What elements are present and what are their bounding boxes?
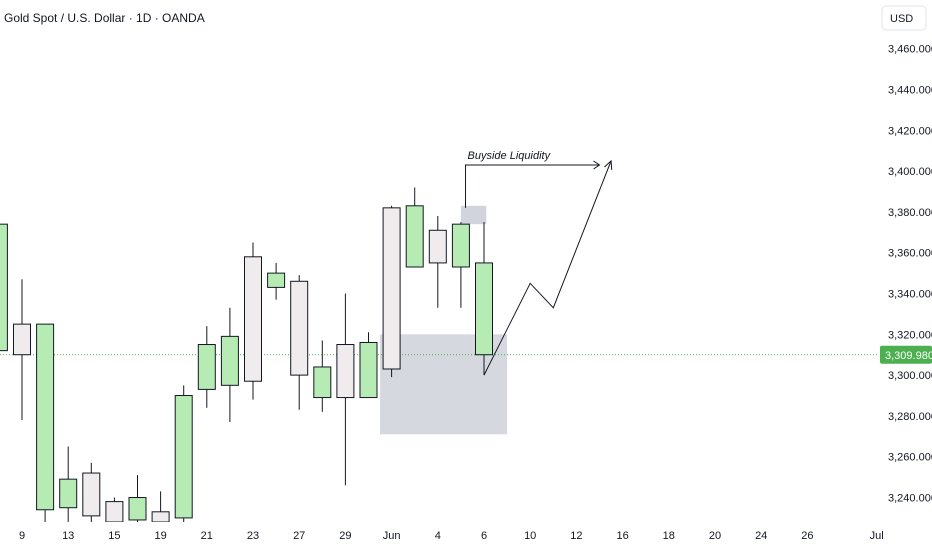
price-tick-label: 3,380.000: [888, 207, 932, 219]
time-tick-label: Jul: [870, 530, 884, 542]
last-price-tag[interactable]: 3,309.980: [880, 345, 932, 364]
candle-body: [451, 223, 470, 268]
price-tick-label: 3,240.000: [888, 493, 932, 505]
time-tick-label: 20: [709, 530, 721, 542]
time-tick-label: 27: [293, 530, 305, 542]
currency-button[interactable]: USD: [881, 5, 927, 31]
candle[interactable]: [59, 446, 78, 522]
time-tick-label: 21: [201, 530, 213, 542]
candles-layer: [0, 143, 493, 522]
candle-body: [128, 497, 147, 521]
candle[interactable]: [0, 143, 8, 376]
time-tick-label: 19: [154, 530, 166, 542]
last-price-tag-bg: [880, 345, 932, 364]
candle[interactable]: [13, 279, 31, 420]
candle-body: [0, 223, 8, 352]
projection-arrowhead: [604, 159, 613, 170]
price-tick-label: 3,280.000: [888, 411, 932, 423]
time-tick-label: 23: [247, 530, 259, 542]
candle-body: [13, 323, 31, 356]
price-tick-label: 3,300.000: [888, 370, 932, 382]
candle[interactable]: [359, 332, 378, 399]
candle-body: [428, 229, 447, 264]
candle-body: [151, 511, 170, 522]
price-axis[interactable]: 3,240.000 3,260.000 3,280.000 3,300.000 3,32…: [880, 44, 932, 505]
candle[interactable]: [105, 497, 124, 522]
candle[interactable]: [267, 262, 286, 300]
candle-body: [59, 478, 78, 509]
price-tick-label: 3,320.000: [888, 329, 932, 341]
candle-body: [197, 344, 216, 390]
price-tick-label: 3,460.000: [888, 44, 932, 56]
candle-body: [336, 344, 355, 399]
time-tick-label: 6: [481, 530, 487, 542]
time-tick-label: 24: [755, 530, 767, 542]
time-axis[interactable]: 9 13 15 19 21 23 27 29 Jun 4 6 10 12 16 18 20 24 26 Jul: [19, 530, 884, 542]
price-tick-label: 3,340.000: [888, 289, 932, 301]
price-tick-label: 3,360.000: [888, 248, 932, 260]
candle-body: [36, 323, 55, 511]
time-tick-label: 9: [19, 530, 25, 542]
liquidity-arrowhead: [593, 160, 601, 170]
projection-path[interactable]: [483, 160, 612, 376]
candle-body: [105, 501, 124, 522]
time-tick-label: 15: [108, 530, 120, 542]
liquidity-highlight-box[interactable]: [460, 205, 487, 225]
candle-body: [220, 335, 239, 386]
candle[interactable]: [428, 216, 447, 308]
candle[interactable]: [244, 242, 262, 400]
candle[interactable]: [220, 307, 239, 423]
candle[interactable]: [336, 293, 355, 486]
currency-button-frame[interactable]: [881, 5, 927, 31]
candle[interactable]: [313, 340, 332, 412]
liquidity-line[interactable]: [465, 164, 600, 208]
time-tick-label: 26: [801, 530, 813, 542]
time-tick-label: 18: [663, 530, 675, 542]
candle[interactable]: [151, 491, 170, 522]
price-tick-label: 3,260.000: [888, 452, 932, 464]
price-tick-label: 3,400.000: [888, 166, 932, 178]
candle[interactable]: [82, 462, 101, 522]
candle[interactable]: [475, 222, 493, 376]
last-price-label: 3,309.980: [885, 350, 932, 362]
time-tick-label: 12: [570, 530, 582, 542]
price-tick-label: 3,440.000: [888, 85, 932, 97]
candle[interactable]: [451, 222, 470, 308]
currency-label: USD: [890, 13, 913, 25]
price-tick-label: 3,420.000: [888, 125, 932, 137]
time-tick-label: 13: [62, 530, 74, 542]
annotation-layer-front: Buyside Liquidity: [465, 150, 613, 376]
candle[interactable]: [174, 385, 193, 522]
candle-body: [382, 207, 401, 370]
time-tick-label: Jun: [383, 530, 401, 542]
candle[interactable]: [36, 323, 55, 522]
candle-body: [82, 472, 101, 517]
candle[interactable]: [197, 326, 216, 408]
candle[interactable]: [128, 475, 147, 522]
time-tick-label: 29: [339, 530, 351, 542]
candle-body: [475, 262, 493, 356]
chart-title: Gold Spot / U.S. Dollar · 1D · OANDA: [4, 11, 205, 25]
candle-body: [405, 205, 424, 268]
time-tick-label: 16: [616, 530, 628, 542]
candle-body: [290, 280, 309, 376]
candle[interactable]: [290, 275, 309, 410]
candle-body: [174, 395, 193, 519]
candle-body: [313, 366, 332, 399]
candle[interactable]: [405, 187, 424, 268]
candle-body: [244, 256, 262, 382]
candle-body: [359, 341, 378, 399]
candle[interactable]: [382, 205, 401, 378]
time-tick-label: 4: [435, 530, 441, 542]
candle-body: [267, 272, 286, 288]
liquidity-label: Buyside Liquidity: [468, 150, 552, 162]
time-tick-label: 10: [524, 530, 536, 542]
